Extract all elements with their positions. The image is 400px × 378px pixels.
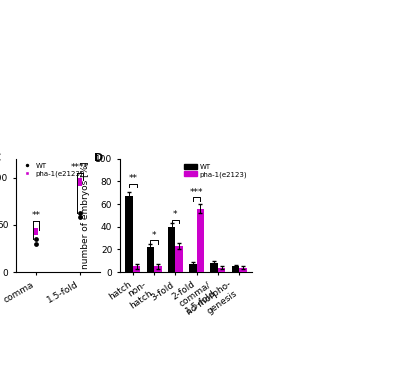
Point — [77, 177, 83, 183]
Text: D: D — [94, 153, 103, 163]
Point — [77, 181, 83, 187]
Bar — [154, 266, 162, 272]
Bar — [218, 268, 225, 272]
Bar — [147, 247, 154, 272]
Bar — [232, 266, 239, 272]
Legend: WT, pha-1(e2123): WT, pha-1(e2123) — [20, 162, 84, 178]
Y-axis label: number of embryos [%]: number of embryos [%] — [80, 161, 90, 270]
Legend: WT, pha-1(e2123): WT, pha-1(e2123) — [182, 162, 248, 179]
Point — [33, 236, 39, 242]
Bar — [210, 263, 218, 272]
Text: *: * — [173, 211, 178, 219]
Point — [33, 230, 39, 237]
Bar — [168, 227, 175, 272]
Text: C: C — [0, 153, 1, 163]
Point — [33, 226, 39, 232]
Point — [33, 241, 39, 247]
Text: **: ** — [128, 174, 137, 183]
Bar — [189, 264, 197, 272]
Text: ****: **** — [71, 163, 89, 172]
Text: ***: *** — [190, 188, 203, 197]
Text: **: ** — [31, 211, 40, 220]
Bar — [239, 268, 247, 272]
Bar — [133, 266, 140, 272]
Bar — [175, 246, 183, 272]
Point — [77, 209, 83, 215]
Text: *: * — [152, 231, 156, 240]
Bar — [125, 196, 133, 272]
Bar — [197, 209, 204, 272]
Point — [77, 214, 83, 220]
